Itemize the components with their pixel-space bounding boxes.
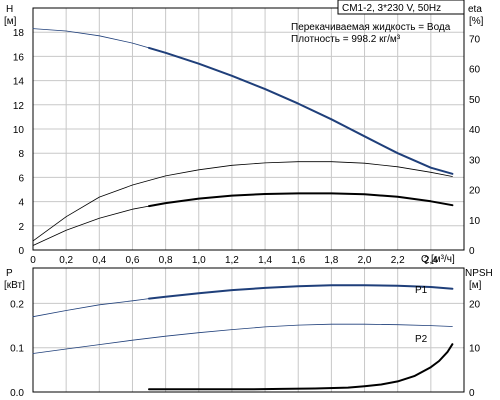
x-tick-label: 1,2 bbox=[225, 255, 239, 266]
top-y-ticks: 0 2 4 6 8 10 12 14 16 18 bbox=[13, 28, 25, 257]
title-box bbox=[337, 0, 465, 15]
bottom-y2-unit: [м] bbox=[469, 280, 482, 291]
bottom-plot-frame bbox=[32, 267, 465, 393]
bottom-y2-ticks: 0 10 20 bbox=[469, 299, 481, 399]
npsh-tick-label: 20 bbox=[469, 299, 481, 310]
y2-tick-label: 70 bbox=[469, 34, 481, 45]
y-tick-label: 16 bbox=[13, 52, 25, 63]
x-tick-label: 2,2 bbox=[391, 255, 405, 266]
y-tick-label: 14 bbox=[13, 77, 25, 88]
head-curve-operating bbox=[148, 46, 454, 175]
bottom-curves bbox=[32, 284, 454, 391]
y2-tick-label: 20 bbox=[469, 186, 481, 197]
bottom-y-label: P bbox=[6, 268, 13, 279]
x-tick-label: 1,8 bbox=[324, 255, 338, 266]
y-tick-label: 10 bbox=[13, 125, 25, 136]
x-tick-label: 1,6 bbox=[291, 255, 305, 266]
density-annotation: Плотность = 998.2 кг/м³ bbox=[291, 34, 401, 45]
p-tick-label: 0.0 bbox=[10, 388, 24, 399]
top-panel: 0 0,2 0,4 0,6 0,8 1,0 1,2 1,4 1,6 1,8 2,0 2,2 2,4 0 2… bbox=[4, 0, 484, 266]
top-y2-ticks: 0 10 20 30 40 50 60 70 bbox=[469, 34, 481, 257]
x-tick-label: 0 bbox=[30, 255, 36, 266]
y2-tick-label: 0 bbox=[469, 246, 475, 257]
p2-curve bbox=[32, 323, 453, 354]
chart-title: CM1-2, 3*230 V, 50Hz bbox=[342, 3, 441, 14]
top-plot-frame bbox=[32, 7, 465, 251]
eta-2-curve bbox=[32, 161, 453, 242]
top-y2-label: eta bbox=[468, 4, 482, 15]
y-tick-label: 8 bbox=[18, 149, 24, 160]
x-tick-label: 0,6 bbox=[126, 255, 140, 266]
y-tick-label: 12 bbox=[13, 101, 25, 112]
x-tick-label: 0,2 bbox=[59, 255, 73, 266]
y2-tick-label: 50 bbox=[469, 95, 481, 106]
npsh-curve-operating bbox=[148, 343, 454, 391]
x-tick-label: 1,4 bbox=[258, 255, 272, 266]
y-tick-label: 6 bbox=[18, 173, 24, 184]
p1-curve bbox=[32, 298, 150, 318]
top-y-unit: [м] bbox=[4, 16, 17, 27]
head-curve bbox=[32, 28, 150, 49]
y-tick-label: 2 bbox=[18, 222, 24, 233]
eta-curve-operating bbox=[148, 192, 454, 208]
top-y2-unit: [%] bbox=[469, 16, 484, 27]
top-x-ticks: 0 0,2 0,4 0,6 0,8 1,0 1,2 1,4 1,6 1,8 2,0 2,2 2,4 bbox=[30, 255, 438, 266]
top-y-label: H bbox=[6, 4, 13, 15]
bottom-panel: 0.0 0.1 0.2 0 10 20 P [кВт] NPSH [м] P1 P2 bbox=[4, 267, 493, 399]
y2-tick-label: 10 bbox=[469, 216, 481, 227]
x-tick-label: 1,0 bbox=[192, 255, 206, 266]
p2-label: P2 bbox=[415, 334, 428, 345]
top-x-label: Q bbox=[421, 254, 429, 265]
y-tick-label: 0 bbox=[18, 246, 24, 257]
npsh-tick-label: 10 bbox=[469, 344, 481, 355]
p1-curve-operating bbox=[148, 284, 454, 300]
bottom-y2-label: NPSH bbox=[465, 268, 493, 279]
x-tick-label: 2,0 bbox=[358, 255, 372, 266]
p-tick-label: 0.1 bbox=[10, 344, 24, 355]
eta-curve bbox=[32, 205, 150, 246]
p1-label: P1 bbox=[415, 285, 428, 296]
npsh-tick-label: 0 bbox=[469, 388, 475, 399]
y-tick-label: 18 bbox=[13, 28, 25, 39]
y2-tick-label: 30 bbox=[469, 155, 481, 166]
bottom-y-ticks: 0.0 0.1 0.2 bbox=[10, 299, 24, 399]
y2-tick-label: 40 bbox=[469, 125, 481, 136]
bottom-y-unit: [кВт] bbox=[4, 280, 25, 291]
x-tick-label: 0,8 bbox=[159, 255, 173, 266]
x-tick-label: 2,4 bbox=[424, 255, 438, 266]
y2-tick-label: 60 bbox=[469, 65, 481, 76]
y-tick-label: 4 bbox=[18, 198, 24, 209]
fluid-annotation: Перекачиваемая жидкость = Вода bbox=[291, 22, 451, 33]
top-x-unit: [м³/ч] bbox=[431, 254, 455, 265]
p-tick-label: 0.2 bbox=[10, 299, 24, 310]
top-curves bbox=[32, 28, 454, 246]
x-tick-label: 0,4 bbox=[92, 255, 106, 266]
